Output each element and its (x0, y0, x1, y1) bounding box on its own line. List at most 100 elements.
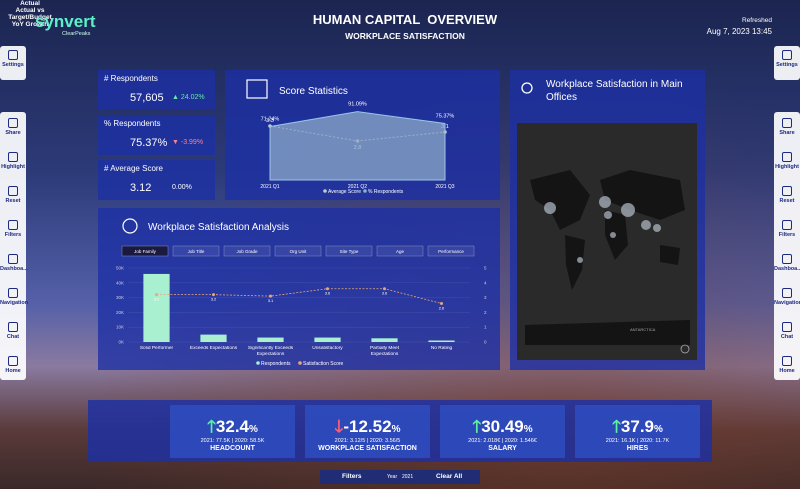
tab[interactable] (121, 245, 169, 257)
kpi-arrow: ▲ (172, 94, 181, 101)
year-value[interactable]: 2021 (402, 474, 414, 480)
sidebar-item[interactable]: Highlight (0, 152, 26, 170)
score-value-label: 71.24% (261, 117, 280, 123)
tile-number: -12.52 (343, 417, 392, 436)
sidebar-icon (782, 322, 792, 332)
bottom-cards: ActualActual vs Target/BudgetYoY Growth🡑… (0, 0, 800, 458)
sidebar-item[interactable]: Home (774, 356, 800, 374)
tile-number: 37.9 (620, 417, 655, 436)
kpi-tile[interactable]: 🡑37.9% 2021: 16.1K | 2020: 11.7K HIRES (575, 405, 700, 458)
tab-label[interactable]: Site Type (340, 249, 359, 254)
score-label: 3.6 (325, 291, 331, 296)
kpi-tile[interactable]: 🡑30.49% 2021: 2.018€ | 2020: 1.546€ SALARY (440, 405, 565, 458)
sidebar-label: Reset (5, 198, 21, 204)
sidebar-icon (782, 152, 792, 162)
sidebar-item[interactable]: Share (774, 118, 800, 136)
x-tick-box: Partially Meet Expectations (369, 346, 400, 357)
sidebar-item[interactable]: Navigation (774, 288, 800, 306)
tab-label[interactable]: Job Title (188, 249, 205, 254)
legend-label: Average Score (328, 189, 361, 195)
tile-unit: % (523, 424, 533, 435)
sidebar-item[interactable]: Chat (0, 322, 26, 340)
tab[interactable] (427, 245, 475, 257)
kpi-change-value: -3.99% (180, 139, 204, 146)
sidebar-item[interactable]: Highlight (774, 152, 800, 170)
tab-label[interactable]: Performance (438, 249, 464, 254)
tile-label: SALARY (488, 445, 517, 452)
filters-button[interactable]: Filters (342, 473, 362, 480)
x-tick-label: 2021 Q2 (348, 184, 367, 190)
kpi-arrow: ▼ (172, 139, 181, 146)
tile-unit: % (249, 424, 258, 435)
sidebar-item[interactable]: Dashboa... (774, 254, 800, 272)
sidebar-item[interactable]: Dashboa... (0, 254, 28, 272)
y2-tick-label: 5 (484, 266, 487, 271)
sidebar-item[interactable]: Filters (0, 220, 26, 238)
score-point (383, 287, 386, 291)
tab[interactable] (376, 245, 424, 257)
score-point (212, 293, 215, 297)
sidebar-item[interactable]: Chat (774, 322, 800, 340)
map-area (517, 123, 697, 360)
page-subtitle: WORKPLACE SATISFACTION (345, 31, 465, 41)
tile-detail: 2021: 16.1K | 2020: 11.7K (605, 438, 670, 444)
tab-label[interactable]: Org Unit (290, 249, 308, 254)
score-label: 3.6 (382, 291, 388, 296)
kpi-card: # Respondents 57,605 ▲ 24.02% (98, 70, 215, 110)
sidebar-label: Navigation (774, 300, 800, 306)
tile-unit: % (391, 424, 401, 435)
legend-swatch (363, 189, 367, 193)
sidebar-label: Filters (778, 232, 796, 238)
kpi-tile[interactable]: 🡑32.4% 2021: 77.5K | 2020: 58.5K HEADCOUNT (170, 405, 295, 458)
kpi-value: 57,605 (130, 92, 164, 104)
sidebar-item[interactable]: Settings (0, 50, 26, 68)
sidebar-icon (8, 254, 18, 264)
score-value-label: 91.09% (348, 102, 367, 108)
tab[interactable] (325, 245, 373, 257)
score-point (440, 302, 443, 306)
tile-value: 🡓-12.52% (305, 414, 430, 443)
legend-swatch (323, 189, 327, 193)
y2-tick-label: 4 (484, 280, 487, 285)
trend-arrow: 🡓 (334, 417, 344, 436)
tab-label[interactable]: Job Grade (236, 249, 258, 254)
tab[interactable] (223, 245, 271, 257)
x-tick-box: No Rating (431, 346, 452, 351)
tab-label[interactable]: Job Family (134, 249, 157, 254)
tab[interactable] (274, 245, 322, 257)
tab-label[interactable]: Age (396, 249, 405, 254)
kpi-tile[interactable]: 🡓-12.52% 2021: 3.12/5 | 2020: 3.56/5 WORKP… (305, 405, 430, 458)
sidebar-item[interactable]: Reset (0, 186, 26, 204)
legend-label: % Respondents (368, 189, 404, 195)
y-tick-label: 0K (118, 340, 124, 345)
y-tick-label: 30K (116, 295, 124, 300)
year-label: Year (387, 474, 398, 480)
sidebar-item[interactable]: Reset (774, 186, 800, 204)
kpi-change: 0.00% (172, 184, 192, 191)
continent (660, 245, 680, 265)
sidebar-item[interactable]: Filters (774, 220, 800, 238)
sidebar-item[interactable]: Settings (774, 50, 800, 68)
sidebar-icon (782, 254, 792, 264)
y-tick-label: 50K (116, 266, 124, 271)
sidebar-item[interactable]: Share (0, 118, 26, 136)
sidebar-icon (782, 356, 792, 366)
trend-arrow: 🡑 (612, 417, 621, 436)
sidebar-icon (8, 288, 18, 298)
sidebar-item[interactable]: Navigation (0, 288, 29, 306)
x-tick-label: Partially Meet Expectations (369, 346, 400, 357)
score-chart: Score Statistics 3.32.83.171.24%91.09%75… (246, 79, 455, 195)
sidebar-label: Navigation (0, 300, 29, 306)
continent (530, 170, 590, 230)
score-panel: Score Statistics 3.32.83.171.24%91.09%75… (225, 70, 500, 200)
sidebar-label: Dashboa... (0, 266, 28, 272)
y2-tick-label: 1 (484, 325, 487, 330)
sidebar-item[interactable]: Home (0, 356, 26, 374)
sidebar-label: Chat (780, 334, 794, 340)
sidebar-label: Highlight (1, 164, 25, 170)
tab[interactable] (172, 245, 220, 257)
clear-all-button[interactable]: Clear All (436, 473, 463, 480)
score-point (326, 287, 329, 291)
sidebar-icon (782, 50, 792, 60)
